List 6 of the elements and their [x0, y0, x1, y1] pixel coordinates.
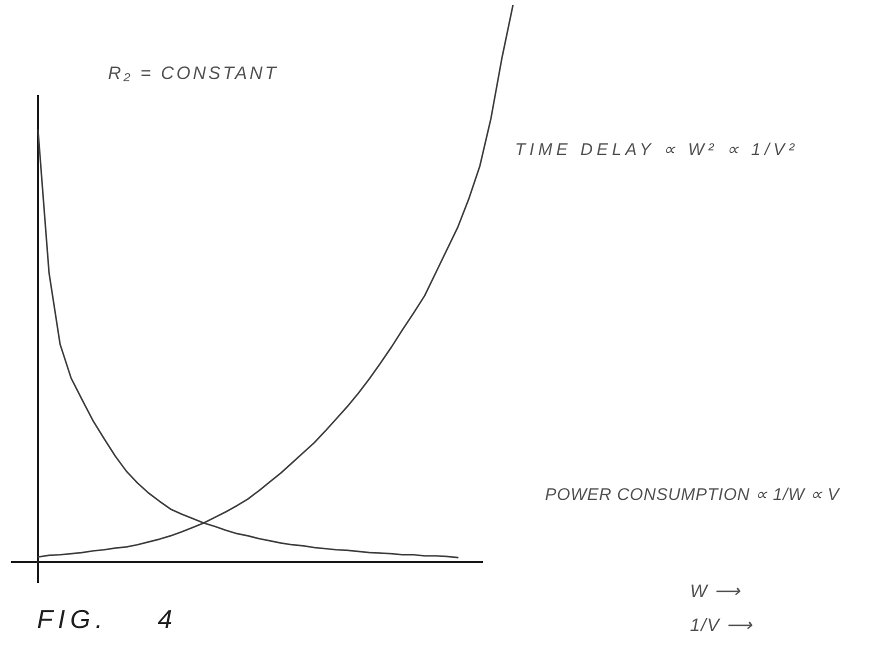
- text: 1/V ⟶: [690, 614, 754, 636]
- annotation: R₂ = CONSTANT: [108, 62, 279, 84]
- caption: FIG. 4: [37, 604, 178, 634]
- text: W ⟶: [690, 580, 741, 602]
- text: POWER CONSUMPTION ∝ 1/W ∝ V: [545, 484, 840, 506]
- series-label: TIME DELAY ∝ W² ∝ 1/V²: [515, 139, 798, 161]
